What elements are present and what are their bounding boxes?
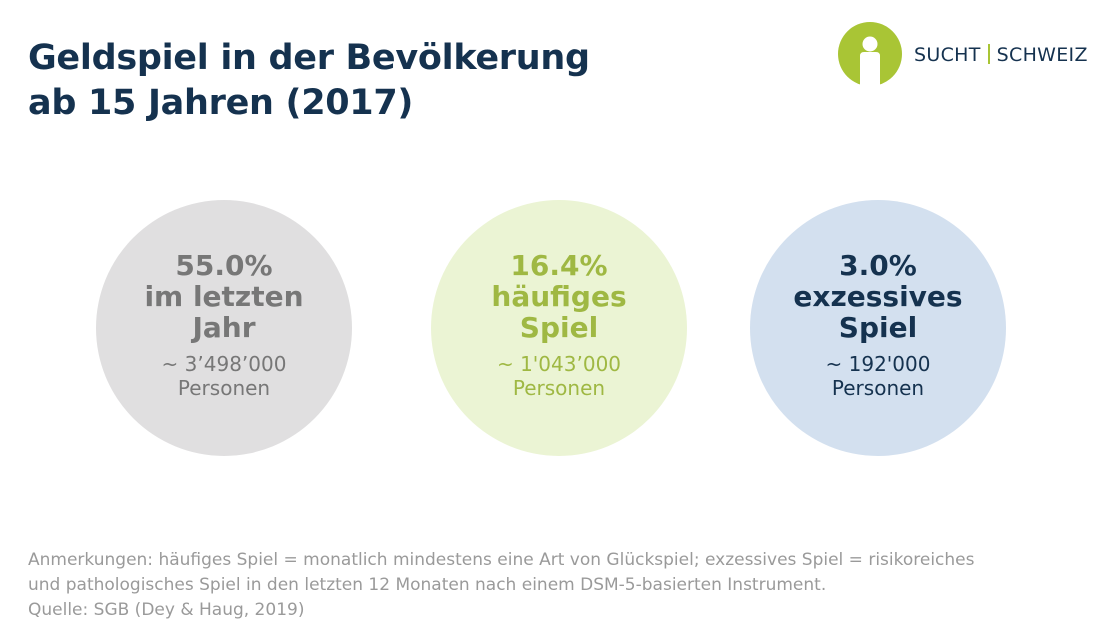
notes-line-1: Anmerkungen: häufiges Spiel = monatlich … bbox=[28, 550, 975, 570]
stat-unit: Personen bbox=[831, 376, 925, 400]
stat-unit: Personen bbox=[512, 376, 606, 400]
stat-label-line-1: im letzten bbox=[144, 280, 304, 313]
stat-count: ~ 192'000 bbox=[825, 352, 931, 376]
stat-count-block: ~ 1'043’000 Personen bbox=[497, 352, 621, 400]
stat-unit: Personen bbox=[177, 376, 271, 400]
stat-headline: 55.0% im letzten Jahr bbox=[144, 250, 303, 343]
title-line-1: Geldspiel in der Bevölkerung bbox=[28, 38, 590, 78]
page-title: Geldspiel in der Bevölkerung ab 15 Jahre… bbox=[28, 36, 590, 126]
stat-label-line-1: exzessives bbox=[793, 280, 963, 313]
title-line-2: ab 15 Jahren (2017) bbox=[28, 83, 414, 123]
stat-headline: 3.0% exzessives Spiel bbox=[793, 250, 962, 343]
stat-circle-last-year: 55.0% im letzten Jahr ~ 3’498’000 Person… bbox=[96, 200, 352, 456]
stat-percent: 55.0% bbox=[175, 249, 273, 282]
stat-count: ~ 1'043’000 bbox=[496, 352, 622, 376]
stat-circle-excessive-play: 3.0% exzessives Spiel ~ 192'000 Personen bbox=[750, 200, 1006, 456]
notes-line-2: und pathologisches Spiel in den letzten … bbox=[28, 575, 827, 595]
stat-percent: 16.4% bbox=[510, 249, 608, 282]
stat-label-line-2: Spiel bbox=[519, 311, 599, 344]
stat-label-line-2: Spiel bbox=[838, 311, 918, 344]
source-note: Quelle: SGB (Dey & Haug, 2019) bbox=[28, 600, 305, 620]
footnotes: Anmerkungen: häufiges Spiel = monatlich … bbox=[28, 548, 1078, 623]
logo-text: SUCHT SCHWEIZ bbox=[914, 43, 1088, 67]
logo-divider bbox=[987, 44, 990, 64]
stat-percent: 3.0% bbox=[839, 249, 917, 282]
logo-text-right: SCHWEIZ bbox=[996, 44, 1088, 66]
stat-headline: 16.4% häufiges Spiel bbox=[491, 250, 626, 343]
person-icon bbox=[838, 22, 902, 86]
stat-circle-frequent-play: 16.4% häufiges Spiel ~ 1'043’000 Persone… bbox=[431, 200, 687, 456]
stat-count-block: ~ 3’498’000 Personen bbox=[162, 352, 287, 400]
stat-count-block: ~ 192'000 Personen bbox=[826, 352, 931, 400]
logo-text-left: SUCHT bbox=[914, 44, 981, 66]
stat-label-line-1: häufiges bbox=[491, 280, 627, 313]
stat-label-line-2: Jahr bbox=[192, 311, 256, 344]
stat-count: ~ 3’498’000 bbox=[161, 352, 287, 376]
